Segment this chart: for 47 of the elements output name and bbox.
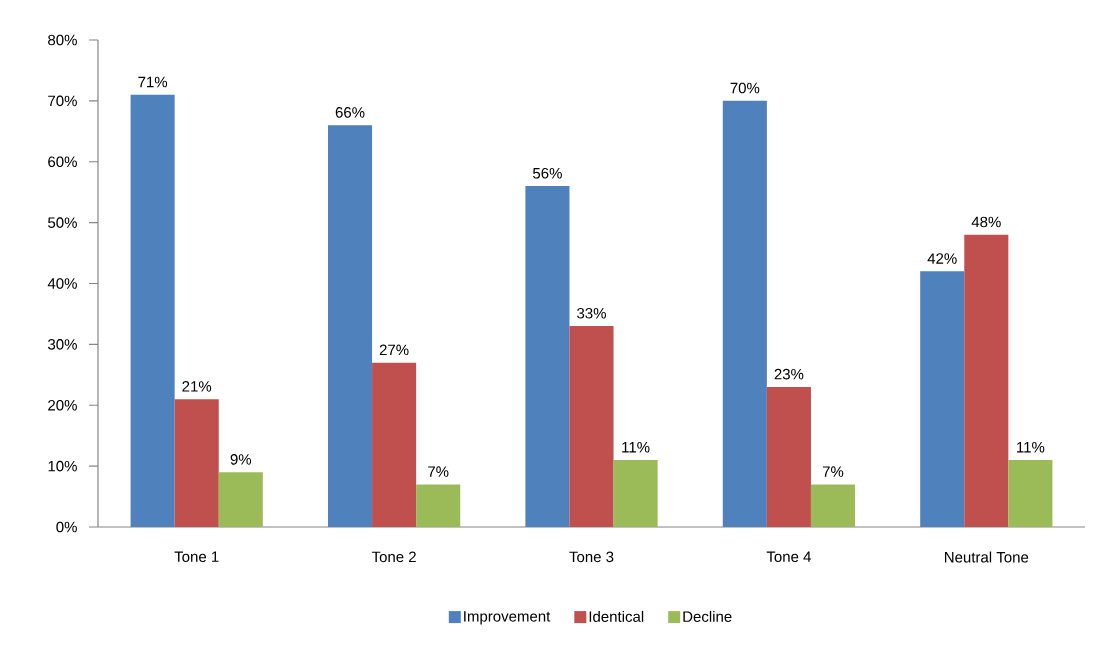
y-tick-label: 50% — [48, 217, 77, 228]
bar — [569, 326, 614, 527]
legend-label: Identical — [589, 610, 644, 622]
bar — [964, 234, 1009, 527]
data-label: 21% — [182, 381, 212, 392]
data-label: 23% — [774, 368, 804, 380]
y-tick-label: 60% — [48, 156, 77, 168]
bar — [416, 484, 461, 527]
data-label: 27% — [379, 344, 409, 356]
bar — [130, 94, 175, 527]
y-tick-label: 20% — [48, 399, 77, 411]
bar — [174, 399, 219, 527]
y-tick-label: 70% — [48, 95, 77, 107]
legend-label: Improvement — [464, 611, 551, 625]
y-tick-label: 80% — [48, 34, 77, 46]
bar — [920, 271, 965, 527]
legend-label: Decline — [683, 610, 732, 622]
bar — [722, 100, 767, 527]
data-label: 33% — [577, 307, 606, 319]
data-label: 7% — [428, 466, 449, 477]
bar — [613, 460, 658, 527]
y-tick-label: 0% — [56, 521, 77, 533]
data-label: 71% — [138, 76, 168, 88]
x-tick-label: Tone 1 — [174, 551, 219, 562]
data-label: 7% — [822, 466, 844, 477]
data-label: 11% — [622, 442, 650, 453]
bar — [327, 125, 373, 527]
x-tick-label: Tone 3 — [569, 551, 614, 563]
bar — [372, 362, 417, 527]
y-tick-label: 30% — [48, 339, 77, 350]
data-label: 66% — [335, 107, 365, 118]
data-label: 70% — [730, 82, 760, 94]
data-label: 11% — [1017, 442, 1045, 453]
x-tick-label: Neutral Tone — [945, 551, 1029, 563]
y-tick-label: 40% — [47, 278, 77, 289]
bar — [810, 484, 856, 527]
data-label: 56% — [533, 167, 562, 179]
bar — [218, 472, 263, 527]
data-label: 48% — [971, 216, 1001, 228]
bar — [525, 186, 570, 527]
bar — [1008, 460, 1053, 527]
y-tick-label: 10% — [48, 460, 77, 472]
x-tick-label: Tone 2 — [371, 551, 416, 563]
data-label: 42% — [927, 253, 957, 264]
x-tick-label: Tone 4 — [766, 551, 811, 562]
bar — [766, 386, 811, 527]
data-label: 9% — [230, 454, 252, 465]
